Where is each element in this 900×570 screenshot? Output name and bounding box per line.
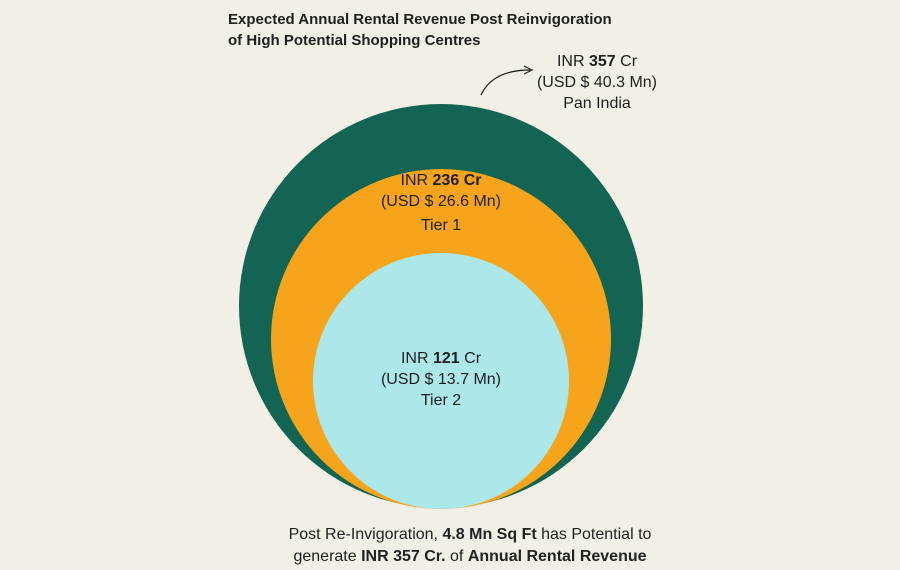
circle-tier-2 <box>313 253 569 509</box>
callout-arrow <box>480 69 531 96</box>
label-tier-1: INR 236 Cr (USD $ 26.6 Mn) Tier 1 <box>366 170 516 236</box>
pan-india-inr: INR 357 Cr <box>556 53 638 70</box>
footer-line-1: Post Re-Invigoration, 4.8 Mn Sq Ft has P… <box>288 526 652 543</box>
pan-india-name: Pan India <box>563 95 631 112</box>
pan-india-inr-value: 357 <box>588 53 616 70</box>
tier-2-usd: (USD $ 13.7 Mn) <box>380 371 502 388</box>
chart-title-line-1: Expected Annual Rental Revenue Post Rein… <box>228 11 612 28</box>
tier-2-name: Tier 2 <box>420 392 462 409</box>
tier-2-inr-value: 121 <box>432 350 460 367</box>
chart-title-line-2: of High Potential Shopping Centres <box>228 32 481 49</box>
footer-note: Post Re-Invigoration, 4.8 Mn Sq Ft has P… <box>200 524 740 568</box>
tier-1-name: Tier 1 <box>420 217 462 234</box>
pan-india-usd: (USD $ 40.3 Mn) <box>536 74 658 91</box>
tier-1-usd: (USD $ 26.6 Mn) <box>380 193 502 210</box>
footer-area-value: 4.8 Mn Sq Ft <box>442 526 537 543</box>
callout-arrow-head-icon <box>523 65 534 75</box>
footer-line-2: generate INR 357 Cr. of Annual Rental Re… <box>293 548 647 565</box>
footer-revenue-label: Annual Rental Revenue <box>467 548 647 565</box>
tier-1-inr-value: 236 <box>432 172 460 189</box>
chart-title: Expected Annual Rental Revenue Post Rein… <box>228 9 698 51</box>
tier-2-inr: INR 121 Cr <box>400 350 482 367</box>
tier-1-inr: INR 236 Cr <box>400 172 482 189</box>
footer-revenue-value: INR 357 Cr. <box>361 548 446 565</box>
label-tier-2: INR 121 Cr (USD $ 13.7 Mn) Tier 2 <box>366 348 516 411</box>
label-pan-india: INR 357 Cr (USD $ 40.3 Mn) Pan India <box>522 51 672 114</box>
